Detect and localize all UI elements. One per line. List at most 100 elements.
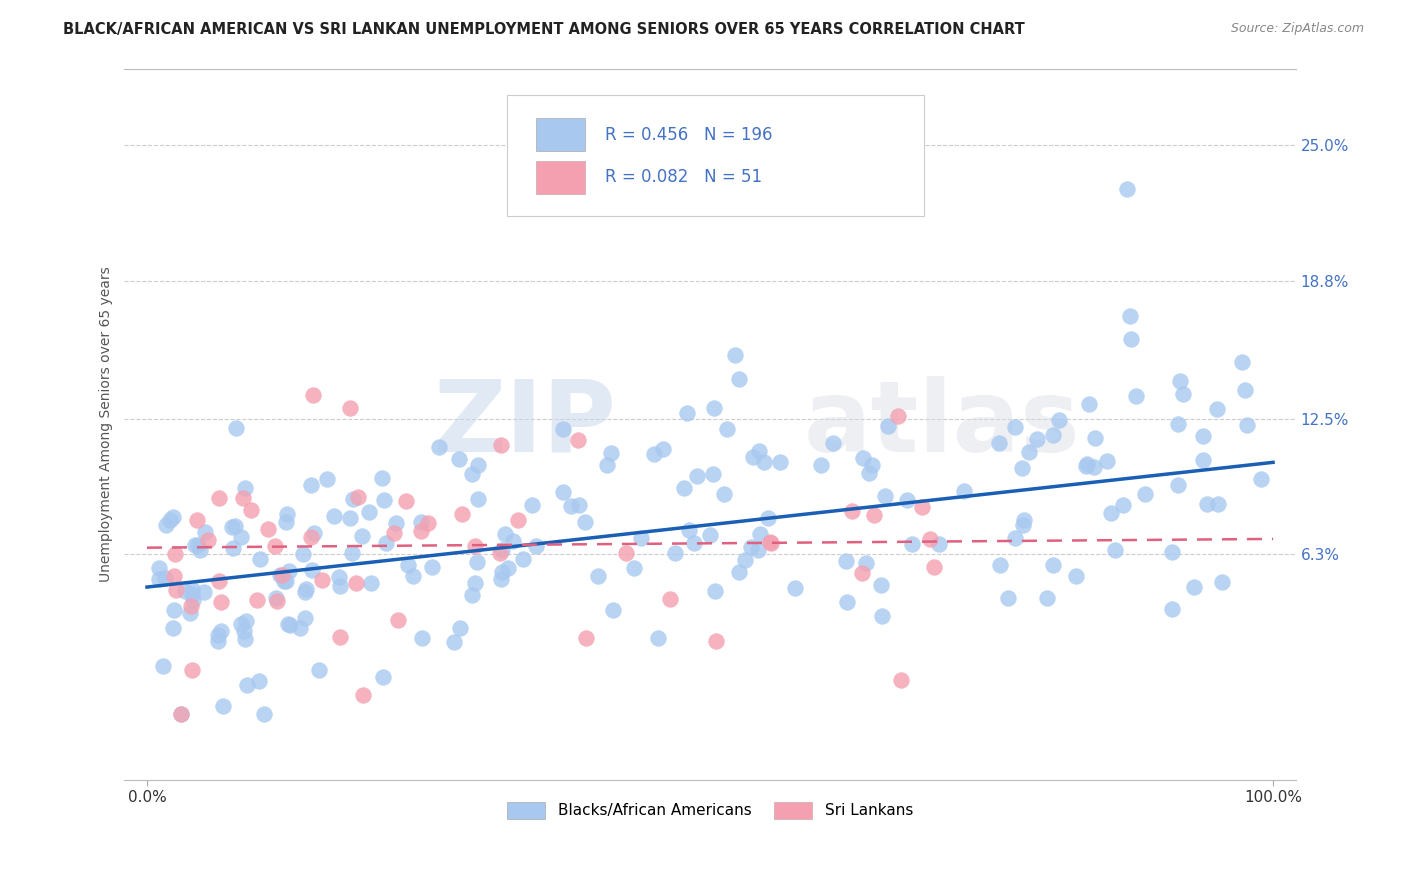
Point [1095,454,1118,468]
Point [652,442,675,457]
Point [467,491,489,506]
Point [586,569,609,583]
Point [207,634,229,648]
Point [494,526,516,541]
Point [170,706,193,721]
Point [728,565,751,579]
Point [288,621,311,635]
Point [922,559,945,574]
Point [683,536,706,550]
Point [595,458,617,472]
Point [194,525,217,540]
Point [759,535,782,549]
Point [491,565,513,579]
Point [1104,543,1126,558]
Point [162,510,184,524]
Point [411,632,433,646]
Point [344,575,367,590]
Point [876,419,898,434]
Point [748,527,770,541]
Point [675,406,697,420]
Point [858,466,880,480]
Point [264,591,287,605]
Point [180,599,202,613]
Point [713,487,735,501]
Point [269,567,291,582]
Point [602,602,624,616]
Point [1167,478,1189,492]
Point [179,606,201,620]
Point [155,518,177,533]
Point [276,507,298,521]
Point [1099,506,1122,520]
Point [232,491,254,505]
Point [851,566,873,581]
Point [699,528,721,542]
Point [852,451,875,466]
Point [1115,182,1137,196]
Point [716,422,738,436]
Point [461,467,484,482]
Point [233,632,256,646]
Point [193,585,215,599]
Point [496,561,519,575]
Point [1211,574,1233,589]
Point [785,581,807,595]
Point [734,552,756,566]
Point [647,632,669,646]
Point [451,507,474,521]
Point [520,498,543,512]
Point [489,546,512,560]
FancyBboxPatch shape [508,95,924,217]
Point [180,587,202,601]
Point [329,579,352,593]
Point [551,485,574,500]
Point [225,420,247,434]
Point [153,571,176,585]
Point [1232,355,1254,369]
Point [506,513,529,527]
Point [630,532,652,546]
Point [678,524,700,538]
Point [316,472,339,486]
Point [491,542,513,557]
Point [1018,444,1040,458]
Point [997,591,1019,605]
Point [872,609,894,624]
Point [207,574,229,588]
Point [1025,432,1047,446]
Text: ZIP: ZIP [433,376,616,473]
Point [339,510,361,524]
Point [294,611,316,625]
Point [659,591,682,606]
Y-axis label: Unemployment Among Seniors over 65 years: Unemployment Among Seniors over 65 years [100,266,114,582]
Legend: Blacks/African Americans, Sri Lankans: Blacks/African Americans, Sri Lankans [501,796,920,825]
Point [1160,545,1182,559]
Point [1078,397,1101,411]
Point [855,557,877,571]
Point [918,532,941,546]
Point [299,530,322,544]
Point [266,594,288,608]
Point [703,401,725,416]
Point [384,526,406,541]
Point [328,570,350,584]
Text: R = 0.456   N = 196: R = 0.456 N = 196 [605,126,772,144]
Point [1234,383,1257,397]
Point [1047,413,1070,427]
Point [449,452,471,467]
Point [346,490,368,504]
Point [1182,580,1205,594]
FancyBboxPatch shape [536,119,585,151]
Point [1133,487,1156,501]
Point [322,509,344,524]
Point [875,489,897,503]
Point [221,519,243,533]
Point [1168,374,1191,388]
Text: R = 0.082   N = 51: R = 0.082 N = 51 [605,169,762,186]
Point [600,446,623,460]
Point [427,440,450,454]
Point [465,555,488,569]
Point [901,537,924,551]
Point [342,492,364,507]
